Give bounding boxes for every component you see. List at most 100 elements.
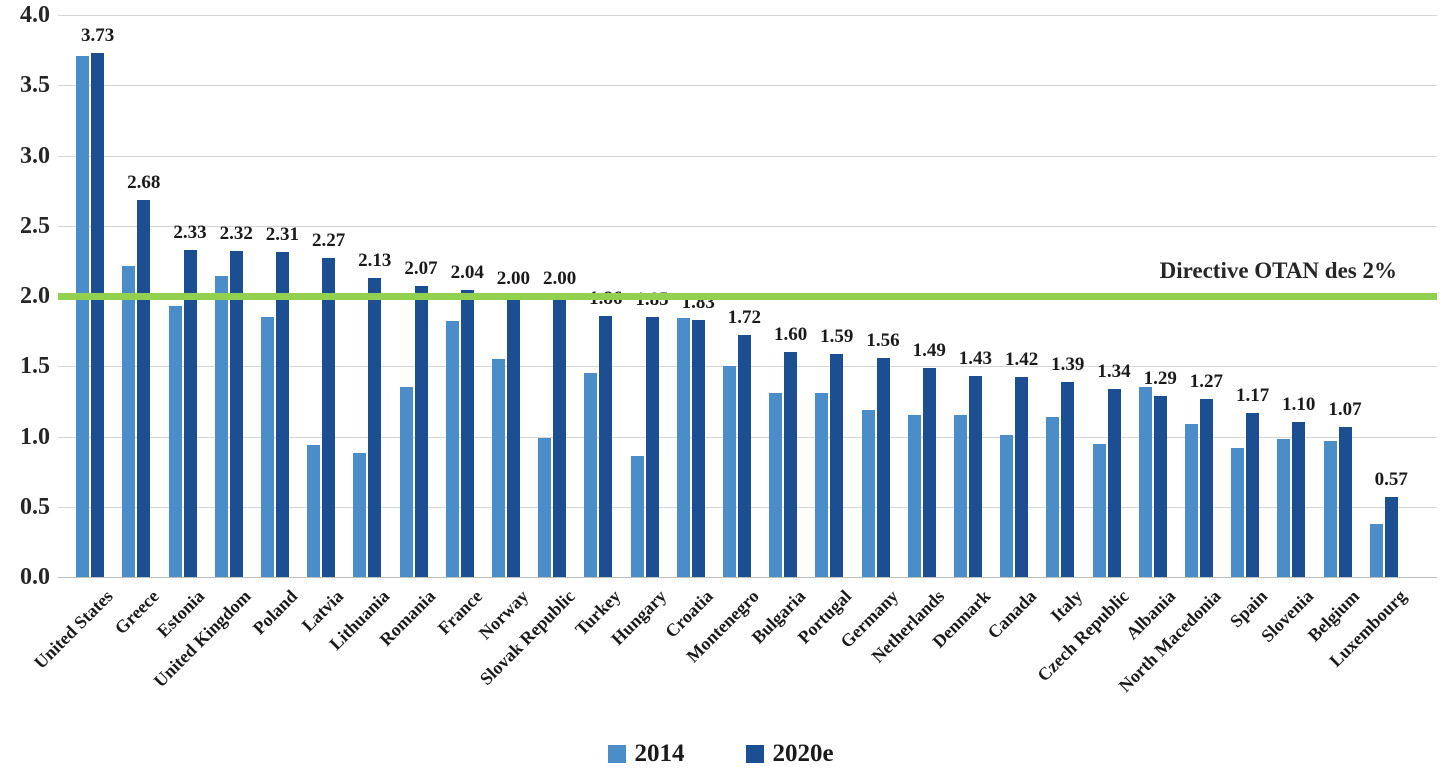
bar-2014-slovak-republic — [538, 437, 552, 577]
bar-2014-north-macedonia — [1184, 423, 1198, 577]
value-label: 1.10 — [1282, 394, 1316, 416]
bar-2020e-hungary — [645, 317, 659, 577]
bar-2020e-estonia — [183, 249, 197, 577]
bar-2014-united-states — [76, 55, 90, 577]
gridline — [58, 155, 1437, 157]
value-label: 1.29 — [1143, 367, 1177, 389]
bar-2014-albania — [1138, 387, 1152, 577]
value-label: 1.39 — [1051, 353, 1085, 375]
x-axis-label: United States — [29, 586, 117, 673]
bar-2014-belgium — [1323, 440, 1337, 577]
bar-2020e-spain — [1246, 412, 1260, 577]
bar-2014-czech-republic — [1092, 443, 1106, 577]
legend-label-2020e: 2020e — [772, 740, 834, 767]
bar-2020e-germany — [876, 357, 890, 577]
bar-2020e-united-kingdom — [229, 251, 243, 577]
bar-2014-denmark — [953, 415, 967, 577]
bar-2020e-norway — [506, 296, 520, 577]
y-tick-label: 3.5 — [20, 72, 50, 99]
gridline — [58, 15, 1437, 16]
bar-2020e-north-macedonia — [1199, 398, 1213, 577]
bar-2020e-turkey — [599, 315, 613, 577]
bar-2014-bulgaria — [769, 392, 783, 577]
x-axis-line — [58, 577, 1437, 578]
value-label: 2.04 — [450, 262, 484, 284]
bar-2020e-luxembourg — [1384, 496, 1398, 577]
bar-2020e-albania — [1153, 395, 1167, 577]
value-label: 1.60 — [773, 324, 808, 346]
bar-2014-norway — [491, 359, 505, 577]
bar-2020e-czech-republic — [1107, 388, 1121, 577]
bar-2014-slovenia — [1277, 439, 1291, 577]
bar-2014-spain — [1231, 447, 1245, 577]
bar-2014-romania — [399, 387, 413, 577]
bar-2020e-romania — [414, 286, 428, 577]
value-label: 2.31 — [265, 224, 300, 246]
bar-2014-poland — [260, 317, 274, 577]
bar-2020e-belgium — [1338, 426, 1352, 577]
value-label: 1.49 — [912, 339, 946, 361]
value-label: 1.17 — [1235, 384, 1270, 406]
value-label: 2.33 — [173, 221, 207, 243]
value-label: 2.00 — [542, 268, 577, 289]
bar-2014-estonia — [168, 305, 182, 577]
bar-2014-canada — [1000, 435, 1014, 577]
nato-2-percent-reference-line — [58, 292, 1437, 300]
bar-2020e-croatia — [691, 319, 705, 577]
bar-2014-portugal — [815, 392, 829, 577]
bar-2020e-denmark — [968, 376, 982, 577]
value-label: 2.07 — [404, 258, 438, 280]
reference-line-label: Directive OTAN des 2% — [1159, 258, 1397, 283]
bar-2020e-canada — [1015, 377, 1029, 577]
value-label: 1.27 — [1189, 370, 1224, 392]
bar-2020e-lithuania — [368, 277, 382, 577]
bar-2020e-montenegro — [737, 335, 751, 577]
bar-2020e-latvia — [322, 258, 336, 577]
bar-2020e-united-states — [91, 52, 105, 577]
value-label: 1.34 — [1097, 360, 1131, 382]
value-label: 2.00 — [496, 268, 531, 289]
bar-2014-croatia — [676, 318, 690, 577]
value-label: 1.43 — [958, 348, 993, 370]
y-tick-label: 3.0 — [20, 142, 50, 169]
gridline — [58, 85, 1437, 87]
value-label: 3.73 — [80, 24, 115, 46]
x-axis-label: Poland — [248, 586, 302, 639]
bar-2020e-portugal — [830, 353, 844, 577]
bar-2020e-poland — [275, 252, 289, 577]
y-tick-label: 1.0 — [20, 423, 50, 450]
bar-2020e-slovenia — [1292, 422, 1306, 577]
bar-2014-montenegro — [722, 366, 736, 577]
legend-swatch-2020e — [746, 744, 765, 763]
y-tick-label: 0.5 — [20, 493, 50, 520]
bar-2020e-greece — [137, 200, 151, 577]
value-label: 2.32 — [219, 223, 253, 245]
value-label: 1.59 — [820, 325, 854, 347]
value-label: 2.68 — [127, 172, 161, 194]
bar-2020e-netherlands — [922, 367, 936, 577]
legend-item-2020e: 2020e — [746, 740, 834, 767]
bar-2014-netherlands — [907, 415, 921, 577]
bar-2014-greece — [122, 266, 136, 577]
bar-2014-italy — [1046, 416, 1060, 577]
value-label: 0.57 — [1374, 468, 1408, 490]
y-tick-label: 4.0 — [20, 2, 50, 28]
bar-2014-united-kingdom — [214, 276, 228, 577]
value-label: 1.56 — [866, 329, 900, 351]
bar-2014-turkey — [584, 373, 598, 577]
value-label: 1.72 — [727, 307, 762, 329]
y-tick-label: 2.5 — [20, 212, 50, 239]
bar-2020e-slovak-republic — [553, 296, 567, 577]
legend-swatch-2014 — [608, 744, 627, 763]
bar-2014-germany — [861, 409, 875, 577]
legend: 2014 2020e — [0, 741, 1442, 766]
gridline — [58, 225, 1437, 227]
bar-2020e-france — [460, 290, 474, 577]
x-axis-label: Greece — [110, 586, 163, 639]
bar-2014-latvia — [307, 444, 321, 577]
legend-item-2014: 2014 — [608, 741, 684, 766]
y-tick-label: 1.5 — [20, 353, 50, 380]
y-tick-label: 2.0 — [20, 283, 50, 309]
bar-2020e-bulgaria — [784, 352, 798, 577]
